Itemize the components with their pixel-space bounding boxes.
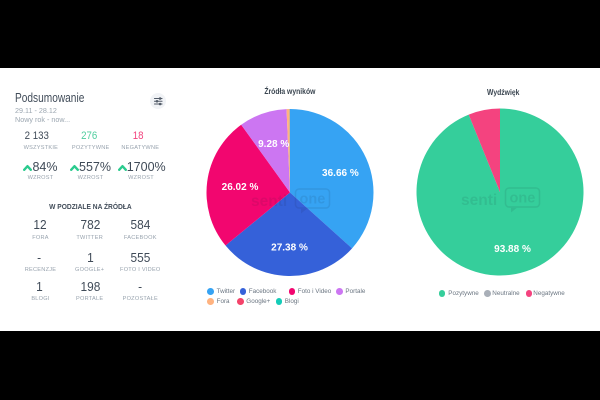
svg-text:36.66 %: 36.66 % [322, 168, 359, 179]
svg-text:one: one [510, 191, 536, 207]
svg-text:27.38 %: 27.38 % [271, 243, 308, 254]
svg-text:one: one [300, 192, 326, 208]
svg-text:9.28 %: 9.28 % [258, 139, 289, 150]
svg-text:93.88 %: 93.88 % [494, 244, 531, 255]
svg-text:senti: senti [251, 193, 287, 210]
svg-text:senti: senti [461, 192, 497, 209]
svg-text:26.02 %: 26.02 % [222, 182, 259, 193]
